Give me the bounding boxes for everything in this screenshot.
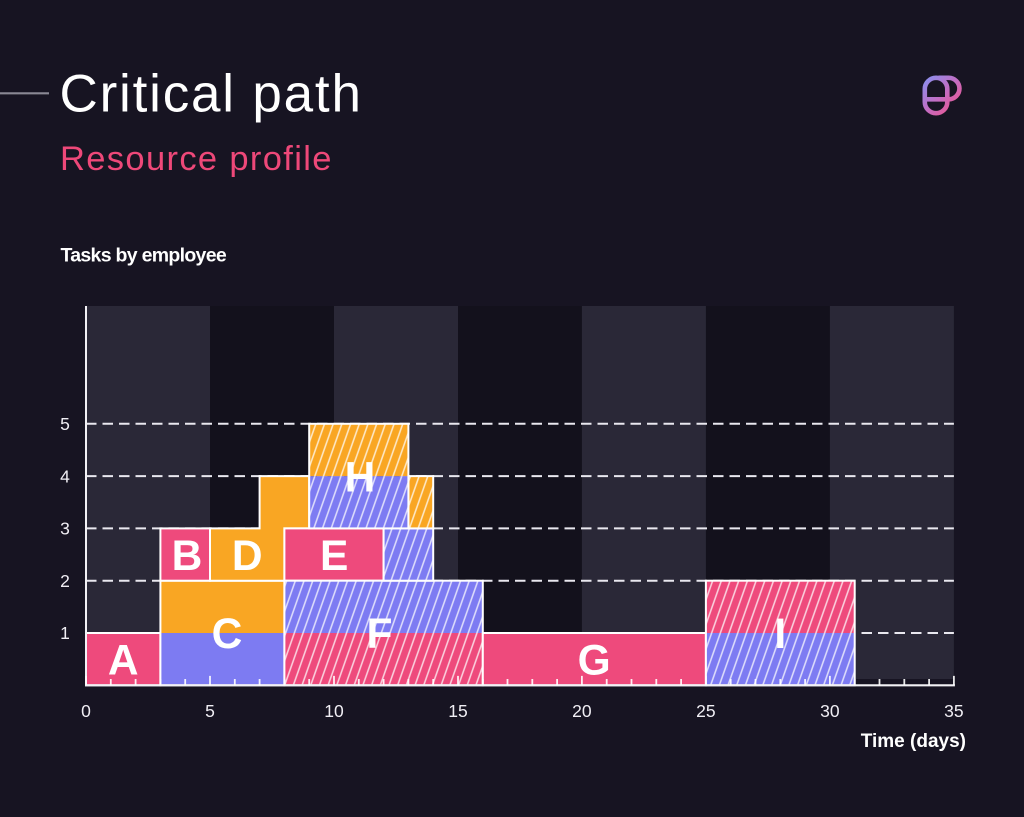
svg-text:D: D bbox=[232, 533, 263, 580]
svg-text:F: F bbox=[367, 611, 393, 658]
svg-text:3: 3 bbox=[60, 519, 70, 539]
svg-text:30: 30 bbox=[820, 701, 840, 721]
svg-text:5: 5 bbox=[60, 414, 70, 434]
svg-text:E: E bbox=[320, 533, 348, 580]
svg-text:C: C bbox=[212, 611, 243, 658]
svg-text:20: 20 bbox=[572, 701, 592, 721]
svg-text:1: 1 bbox=[60, 623, 70, 643]
svg-text:4: 4 bbox=[60, 466, 70, 486]
svg-text:35: 35 bbox=[944, 701, 963, 721]
svg-text:15: 15 bbox=[448, 701, 467, 721]
svg-text:I: I bbox=[774, 611, 786, 658]
svg-text:10: 10 bbox=[324, 701, 344, 721]
svg-text:Time (days): Time (days) bbox=[861, 731, 966, 752]
svg-text:Resource profile: Resource profile bbox=[60, 140, 333, 178]
svg-text:5: 5 bbox=[205, 701, 215, 721]
svg-text:A: A bbox=[108, 637, 139, 684]
svg-text:B: B bbox=[172, 533, 203, 580]
svg-text:Critical path: Critical path bbox=[60, 64, 363, 123]
svg-text:Tasks by employee: Tasks by employee bbox=[61, 244, 227, 266]
svg-text:25: 25 bbox=[696, 701, 715, 721]
svg-text:2: 2 bbox=[60, 571, 70, 591]
svg-text:H: H bbox=[345, 454, 376, 501]
svg-text:0: 0 bbox=[81, 701, 91, 721]
svg-text:G: G bbox=[578, 637, 611, 684]
